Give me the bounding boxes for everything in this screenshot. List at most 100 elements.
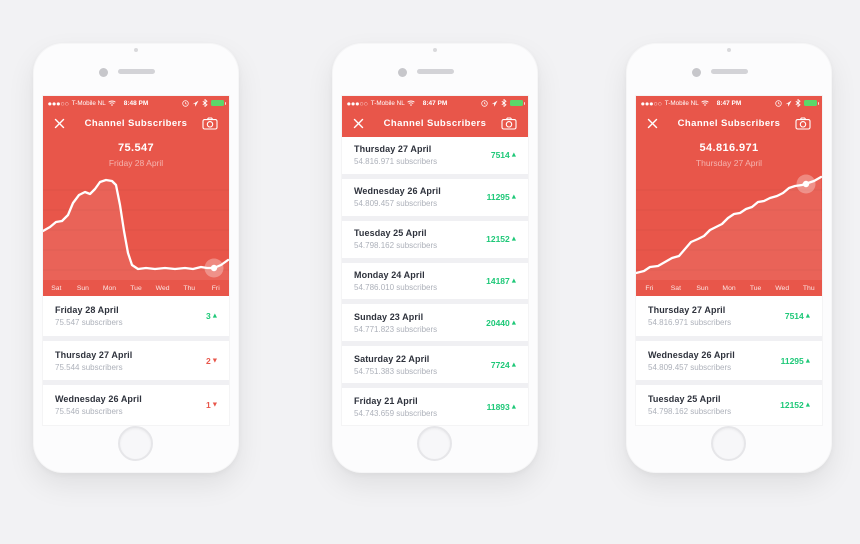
subscriber-list-item[interactable]: Wednesday 26 April 54.809.457 subscriber… — [636, 340, 822, 381]
day-label: Sun — [76, 284, 89, 292]
day-label: Sat — [670, 284, 681, 292]
change-arrow-icon: ▲ — [805, 357, 810, 364]
bluetooth-icon — [501, 99, 507, 107]
camera-icon[interactable] — [202, 117, 218, 130]
wifi-icon — [108, 100, 116, 106]
change-arrow-icon: ▼ — [212, 402, 217, 409]
change-arrow-icon: ▲ — [511, 361, 516, 368]
iphone-device: ●●●○○ T-Mobile NL 8:47 PM — [626, 43, 832, 473]
close-icon[interactable] — [353, 118, 364, 129]
row-date-label: Wednesday 26 April — [55, 394, 142, 405]
change-value: 2 — [206, 355, 211, 366]
subscriber-list-item[interactable]: Sunday 23 April 54.771.823 subscribers 2… — [342, 304, 528, 342]
chart-line[interactable] — [43, 173, 229, 280]
proximity-sensor — [134, 48, 138, 52]
location-icon — [192, 100, 199, 107]
subscriber-list-item[interactable]: Tuesday 25 April 54.798.162 subscribers … — [342, 220, 528, 258]
row-subscriber-count: 54.771.823 subscribers — [354, 324, 438, 334]
row-subscriber-count: 54.816.971 subscribers — [354, 157, 438, 167]
iphone-device: ●●●○○ T-Mobile NL 8:48 PM — [33, 43, 239, 473]
home-button[interactable] — [711, 426, 746, 461]
app-header-area: ●●●○○ T-Mobile NL 8:48 PM — [43, 96, 229, 296]
day-label: Sun — [696, 284, 709, 292]
change-value: 11295 — [486, 192, 510, 203]
status-time: 8:47 PM — [422, 99, 448, 107]
row-change-badge: 20440 ▲ — [486, 318, 516, 328]
subscriber-list-item[interactable]: Wednesday 26 April 75.546 subscribers 1 … — [43, 385, 229, 425]
chart-marker — [204, 258, 224, 278]
row-change-badge: 12152 ▲ — [486, 234, 516, 244]
day-label: Mon — [722, 284, 736, 292]
change-arrow-icon: ▲ — [511, 278, 516, 284]
location-icon — [491, 100, 498, 107]
chart-line[interactable] — [636, 173, 822, 280]
camera-icon[interactable] — [501, 117, 517, 130]
subscriber-count: 54.816.971 — [699, 142, 759, 154]
battery-icon — [804, 100, 819, 106]
home-button[interactable] — [118, 426, 153, 461]
change-arrow-icon: ▼ — [212, 357, 217, 364]
nav-bar: Channel Subscribers — [43, 110, 229, 137]
front-camera — [99, 68, 108, 77]
stats-block: 54.816.971 Thursday 27 April — [636, 137, 822, 173]
close-icon[interactable] — [54, 118, 65, 129]
change-arrow-icon: ▲ — [212, 312, 217, 319]
subscriber-list-item[interactable]: Thursday 27 April 54.816.971 subscribers… — [342, 137, 528, 174]
row-date-label: Wednesday 26 April — [354, 186, 441, 197]
change-value: 7724 — [490, 359, 510, 370]
row-subscriber-count: 54.798.162 subscribers — [648, 407, 732, 417]
change-value: 7514 — [784, 310, 804, 321]
status-time: 8:47 PM — [716, 99, 742, 107]
row-change-badge: 2 ▼ — [206, 356, 217, 366]
row-change-badge: 1 ▼ — [206, 400, 217, 410]
subscriber-chart: Fri Sat Sun Mon Tue Wed Thu — [636, 173, 822, 296]
carrier-label: T-Mobile NL — [370, 99, 405, 107]
row-subscriber-count: 75.544 subscribers — [55, 362, 123, 372]
change-value: 3 — [206, 310, 211, 321]
close-icon[interactable] — [647, 118, 658, 129]
speaker-grille — [711, 69, 748, 74]
subscriber-list-item[interactable]: Wednesday 26 April 54.809.457 subscriber… — [342, 178, 528, 216]
wifi-icon — [407, 100, 415, 106]
change-value: 11295 — [780, 355, 804, 366]
subscriber-list-item[interactable]: Thursday 27 April 54.816.971 subscribers… — [636, 296, 822, 336]
change-arrow-icon: ▲ — [805, 312, 810, 319]
change-value: 7514 — [490, 150, 510, 161]
day-label: Tue — [130, 284, 142, 292]
location-icon — [785, 100, 792, 107]
subscriber-list-item[interactable]: Friday 21 April 54.743.659 subscribers 1… — [342, 388, 528, 425]
status-bar: ●●●○○ T-Mobile NL 8:47 PM — [636, 96, 822, 110]
row-date-label: Tuesday 25 April — [648, 394, 721, 405]
chart-day-axis: Fri Sat Sun Mon Tue Wed Thu — [636, 280, 822, 296]
carrier-label: T-Mobile NL — [71, 99, 106, 107]
row-date-label: Friday 21 April — [354, 395, 418, 406]
row-subscriber-count: 54.786.010 subscribers — [354, 283, 438, 292]
nav-bar: Channel Subscribers — [342, 110, 528, 137]
subscriber-list-item[interactable]: Tuesday 25 April 54.798.162 subscribers … — [636, 385, 822, 425]
day-label: Sat — [51, 284, 62, 292]
day-label: Mon — [102, 284, 117, 292]
clock-icon — [182, 99, 189, 107]
status-bar: ●●●○○ T-Mobile NL 8:47 PM — [342, 96, 528, 110]
row-subscriber-count: 54.809.457 subscribers — [354, 199, 438, 209]
change-arrow-icon: ▲ — [511, 319, 516, 326]
clock-icon — [775, 99, 782, 107]
app-screen: ●●●○○ T-Mobile NL 8:47 PM — [636, 96, 822, 425]
row-subscriber-count: 54.743.659 subscribers — [354, 408, 438, 418]
app-header-area: ●●●○○ T-Mobile NL 8:47 PM — [636, 96, 822, 296]
status-time: 8:48 PM — [123, 99, 149, 107]
subscriber-list-item[interactable]: Monday 24 April 54.786.010 subscribers 1… — [342, 262, 528, 300]
home-button[interactable] — [417, 426, 452, 461]
change-arrow-icon: ▲ — [805, 402, 810, 409]
subscriber-list-item[interactable]: Friday 28 April 75.547 subscribers 3 ▲ — [43, 296, 229, 336]
camera-icon[interactable] — [795, 117, 811, 130]
change-value: 12152 — [780, 400, 804, 411]
change-value: 12152 — [486, 234, 510, 245]
day-label: Wed — [775, 284, 790, 292]
subscriber-list-item[interactable]: Thursday 27 April 75.544 subscribers 2 ▼ — [43, 340, 229, 381]
signal-dots-icon: ●●●○○ — [48, 100, 70, 106]
row-subscriber-count: 54.798.162 subscribers — [354, 241, 438, 251]
row-subscriber-count: 75.547 subscribers — [55, 317, 123, 327]
subscriber-list-item[interactable]: Saturday 22 April 54.751.383 subscribers… — [342, 346, 528, 384]
speaker-grille — [118, 69, 155, 74]
